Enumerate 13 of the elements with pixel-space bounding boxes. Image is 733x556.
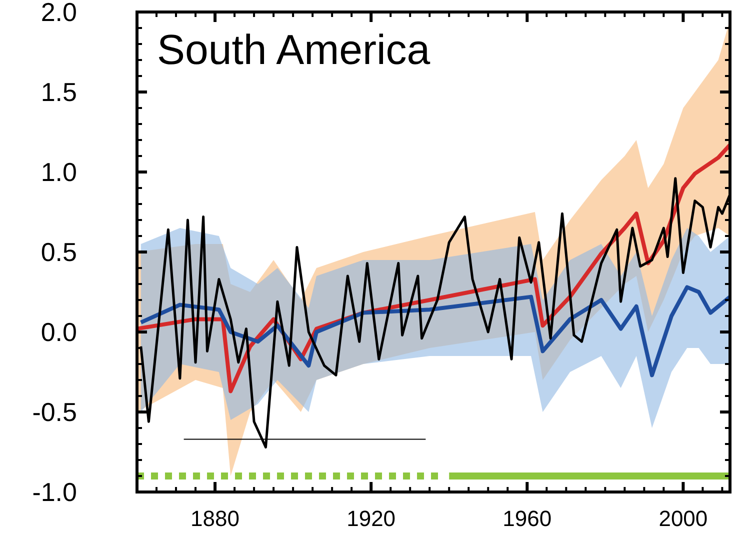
y-tick-label: 0.5 (40, 237, 77, 268)
x-tick-label: 1880 (190, 506, 240, 531)
y-tick-label: 1.5 (40, 77, 77, 108)
y-tick-label: 1.0 (40, 157, 77, 188)
y-tick-label: -0.5 (32, 397, 77, 428)
x-tick-label: 1920 (346, 506, 396, 531)
x-tick-label: 2000 (658, 506, 708, 531)
chart-title: South America (157, 26, 431, 73)
y-tick-label: 2.0 (40, 0, 77, 28)
x-tick-label: 1960 (502, 506, 552, 531)
y-tick-label: 0.0 (40, 317, 77, 348)
y-tick-label: -1.0 (32, 477, 77, 508)
line-series (138, 285, 730, 378)
